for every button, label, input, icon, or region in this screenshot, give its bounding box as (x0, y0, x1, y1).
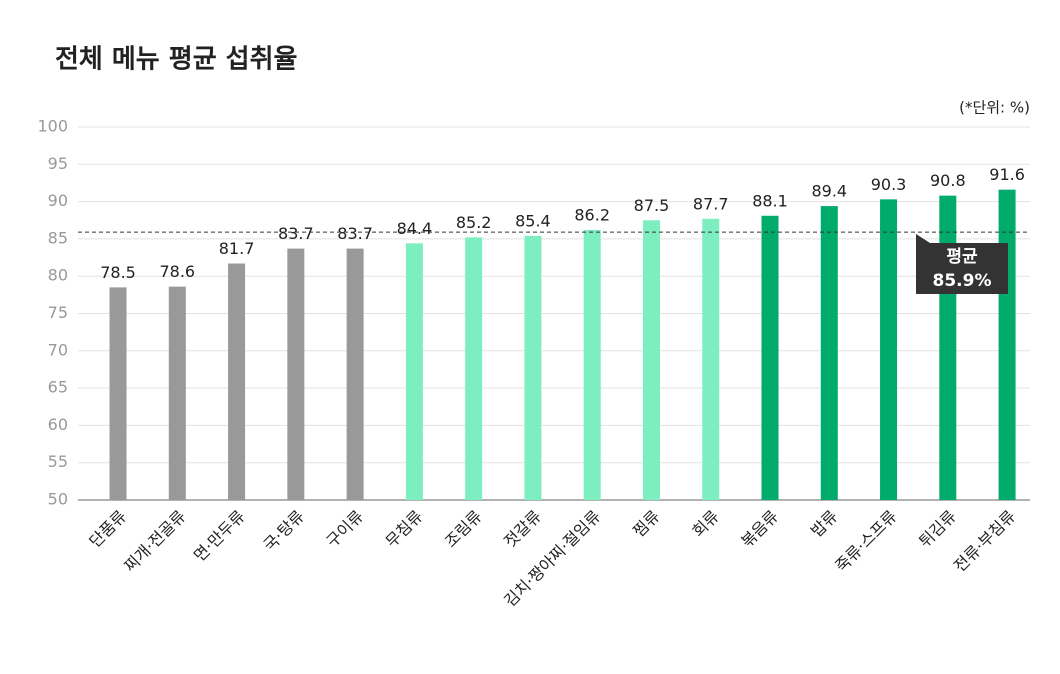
value-label: 83.7 (337, 224, 373, 243)
x-tick-label: 튀김류 (915, 507, 960, 552)
y-tick-label: 95 (48, 154, 68, 173)
bar (109, 287, 127, 500)
bar (820, 206, 838, 501)
y-tick-label: 60 (48, 415, 68, 434)
value-label: 84.4 (397, 219, 433, 238)
bar (880, 199, 898, 500)
chart-title: 전체 메뉴 평균 섭취율 (55, 45, 297, 75)
x-tick-label: 찌개·전골류 (120, 507, 189, 576)
average-label: 평균 (946, 247, 978, 267)
x-tick-label: 면·만두류 (190, 507, 249, 566)
y-tick-label: 70 (48, 340, 68, 359)
x-tick-label: 죽류·스프류 (831, 507, 900, 576)
bar (405, 243, 423, 500)
x-tick-label: 볶음류 (737, 507, 782, 552)
y-tick-label: 55 (48, 452, 68, 471)
bar (465, 237, 483, 500)
y-tick-label: 65 (48, 378, 68, 397)
value-label: 87.5 (634, 196, 670, 215)
y-tick-label: 80 (48, 266, 68, 285)
bar (583, 229, 601, 500)
x-tick-label: 전류·부침류 (950, 507, 1019, 576)
y-tick-label: 75 (48, 303, 68, 322)
value-label: 90.8 (930, 171, 966, 190)
x-tick-label: 찜류 (629, 507, 663, 541)
value-label: 81.7 (219, 239, 255, 258)
x-tick-label: 무침류 (382, 507, 427, 552)
value-label: 90.3 (871, 175, 907, 194)
y-tick-label: 50 (48, 490, 68, 509)
x-tick-label: 밥류 (807, 507, 841, 541)
bar (702, 218, 720, 500)
bar (642, 220, 660, 500)
value-label: 86.2 (574, 205, 610, 224)
value-label: 85.4 (515, 211, 551, 230)
x-tick-label: 회류 (688, 507, 722, 541)
bar (346, 248, 364, 500)
value-label: 78.5 (100, 263, 136, 282)
bar (287, 248, 305, 500)
callout-box (916, 234, 1008, 294)
bar (168, 286, 186, 500)
value-label: 88.1 (752, 191, 788, 210)
average-value-label: 85.9% (933, 271, 992, 291)
y-tick-label: 100 (37, 117, 68, 136)
y-tick-label: 85 (48, 228, 68, 247)
x-tick-label: 젓갈류 (500, 507, 545, 552)
value-label: 91.6 (989, 165, 1025, 184)
y-tick-label: 90 (48, 191, 68, 210)
value-label: 78.6 (159, 262, 195, 281)
x-tick-label: 조림류 (441, 507, 486, 552)
bar (998, 189, 1016, 500)
value-label: 85.2 (456, 213, 492, 232)
bar (228, 263, 246, 500)
bar (761, 215, 779, 501)
value-label: 87.7 (693, 194, 729, 213)
bar (524, 235, 542, 500)
unit-label: (*단위: %) (959, 99, 1030, 117)
value-label: 83.7 (278, 224, 314, 243)
x-tick-label: 구이류 (322, 507, 367, 552)
bar (939, 195, 957, 500)
x-tick-label: 단품류 (85, 507, 130, 552)
value-label: 89.4 (811, 182, 847, 201)
x-tick-label: 국·탕류 (260, 507, 308, 555)
